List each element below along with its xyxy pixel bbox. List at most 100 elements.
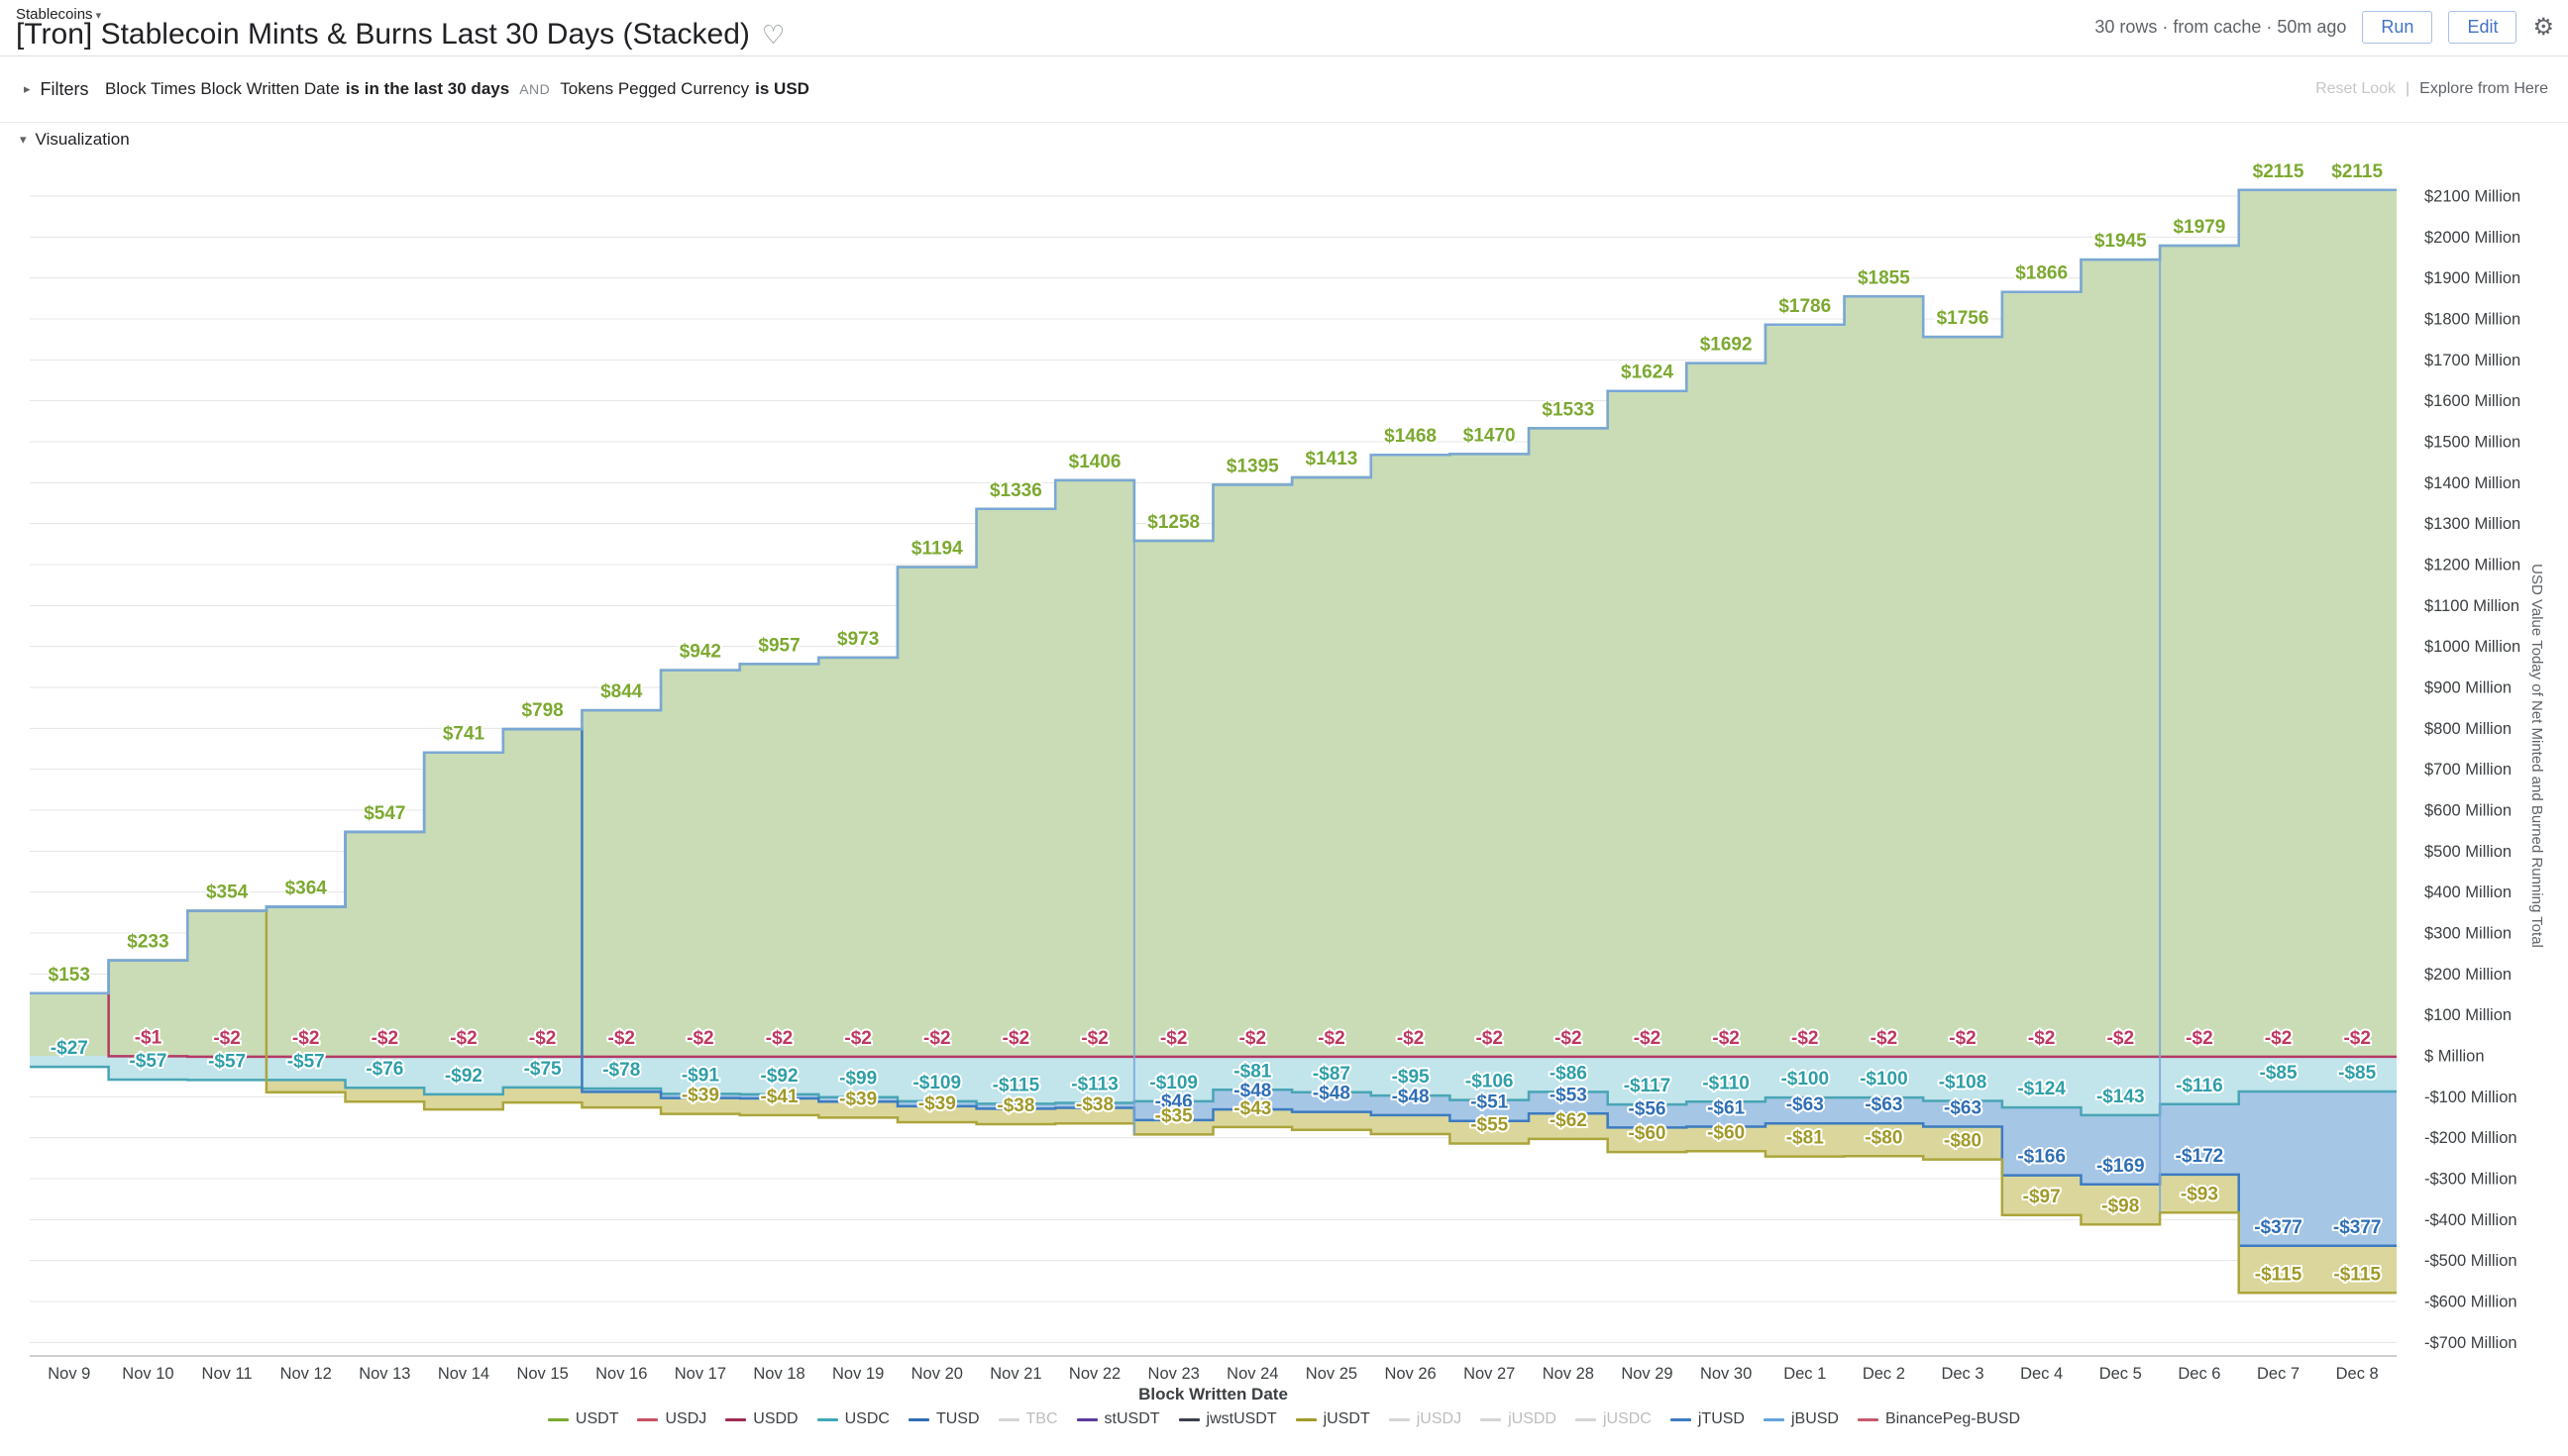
svg-text:$100 Million: $100 Million [2424, 1006, 2512, 1024]
value-label: $1786 [1778, 296, 1831, 317]
value-label: -$2 [1160, 1028, 1187, 1049]
favorite-heart-icon[interactable]: ♡ [761, 20, 786, 50]
explore-from-here-link[interactable]: Explore from Here [2419, 80, 2548, 97]
value-label: -$39 [839, 1089, 877, 1109]
legend-item-USDJ[interactable]: USDJ [637, 1410, 706, 1428]
area-USDC [30, 1055, 2397, 1115]
edit-button[interactable]: Edit [2448, 11, 2517, 44]
svg-text:$ Million: $ Million [2424, 1047, 2485, 1065]
value-label: -$38 [1076, 1094, 1114, 1115]
svg-text:$1200 Million: $1200 Million [2424, 556, 2520, 573]
legend-item-jUSDT[interactable]: jUSDT [1295, 1410, 1370, 1428]
svg-text:Dec 8: Dec 8 [2336, 1365, 2379, 1383]
breadcrumb[interactable]: Stablecoins ▾ [16, 6, 101, 23]
legend-item-jUSDC[interactable]: jUSDC [1574, 1410, 1652, 1428]
legend-item-jBUSD[interactable]: jBUSD [1763, 1410, 1839, 1428]
filter-condition-1: is in the last 30 days [345, 79, 510, 98]
legend-item-USDC[interactable]: USDC [816, 1410, 890, 1428]
svg-text:$1800 Million: $1800 Million [2424, 310, 2520, 328]
legend-item-stUSDT[interactable]: stUSDT [1076, 1410, 1160, 1428]
value-label: -$46 [1155, 1092, 1193, 1112]
legend-label: USDD [753, 1410, 799, 1427]
value-label: -$39 [682, 1086, 719, 1106]
value-label: -$80 [1944, 1131, 1981, 1152]
svg-text:$900 Million: $900 Million [2424, 678, 2512, 696]
legend-item-USDD[interactable]: USDD [725, 1410, 799, 1428]
svg-text:Dec 4: Dec 4 [2020, 1365, 2063, 1383]
filter-field-2: Tokens Pegged Currency [560, 79, 750, 98]
legend-label: jBUSD [1790, 1410, 1839, 1427]
svg-text:Nov 12: Nov 12 [280, 1365, 332, 1383]
value-label: $1258 [1147, 512, 1200, 533]
svg-text:Dec 3: Dec 3 [1941, 1365, 1983, 1383]
svg-text:Nov 30: Nov 30 [1700, 1365, 1752, 1383]
value-label: -$81 [1786, 1128, 1824, 1149]
run-button[interactable]: Run [2362, 11, 2433, 44]
legend-item-TUSD[interactable]: TUSD [908, 1410, 980, 1428]
value-label: $1395 [1227, 456, 1279, 476]
filters-label: Filters [40, 78, 89, 99]
breadcrumb-label: Stablecoins [16, 6, 93, 23]
legend-item-jUSDJ[interactable]: jUSDJ [1388, 1410, 1461, 1428]
value-label: -$116 [2176, 1076, 2223, 1096]
series-lines [30, 188, 2397, 1295]
legend-label: jwstUSDT [1206, 1410, 1277, 1427]
legend-marker [998, 1417, 1019, 1421]
plot-area[interactable] [30, 170, 2397, 1356]
legend-marker [1574, 1417, 1596, 1421]
value-label: -$35 [1155, 1105, 1193, 1126]
value-label: -$2 [1554, 1028, 1581, 1049]
visualization-section-toggle[interactable]: ▾ Visualization [20, 123, 130, 156]
value-label: -$85 [2338, 1063, 2376, 1084]
value-label: $1624 [1621, 363, 1673, 383]
value-label: $741 [443, 724, 485, 745]
value-label: $354 [206, 883, 249, 903]
legend-item-jUSDD[interactable]: jUSDD [1480, 1410, 1556, 1428]
value-label: -$172 [2176, 1146, 2224, 1167]
legend-item-jwstUSDT[interactable]: jwstUSDT [1178, 1410, 1277, 1428]
value-label: -$80 [1865, 1127, 1902, 1148]
svg-text:$1400 Million: $1400 Million [2424, 474, 2520, 492]
value-label: -$41 [761, 1087, 799, 1107]
filters-section-toggle[interactable]: ▸ Filters [24, 56, 89, 122]
svg-text:Nov 24: Nov 24 [1227, 1365, 1278, 1383]
svg-text:Nov 28: Nov 28 [1543, 1365, 1594, 1383]
value-label: -$48 [1233, 1081, 1271, 1101]
legend-marker [1669, 1417, 1691, 1421]
svg-text:$1600 Million: $1600 Million [2424, 392, 2520, 410]
legend-marker [1480, 1417, 1502, 1421]
value-label: -$92 [445, 1066, 482, 1087]
value-label: $844 [600, 681, 643, 702]
value-label: -$2 [529, 1028, 556, 1049]
value-label: -$2 [1397, 1028, 1424, 1049]
filters-bar: ▸ Filters Block Times Block Written Date… [0, 56, 2568, 123]
page-title: [Tron] Stablecoin Mints & Burns Last 30 … [16, 18, 750, 51]
value-label: -$27 [51, 1038, 88, 1059]
value-label: -$78 [602, 1060, 640, 1081]
legend-marker [1857, 1417, 1878, 1421]
value-label: -$2 [608, 1028, 635, 1049]
legend-label: USDC [844, 1410, 890, 1427]
svg-text:$300 Million: $300 Million [2424, 924, 2512, 942]
reset-look-link[interactable]: Reset Look [2315, 80, 2397, 97]
svg-text:Dec 6: Dec 6 [2178, 1365, 2220, 1383]
legend-item-jTUSD[interactable]: jTUSD [1669, 1410, 1745, 1428]
value-label: -$2 [292, 1028, 319, 1049]
legend-item-BinancePeg-BUSD[interactable]: BinancePeg-BUSD [1857, 1410, 2020, 1428]
legend-item-TBC[interactable]: TBC [998, 1410, 1058, 1428]
value-label: $1866 [2015, 263, 2068, 284]
legend-marker [1178, 1417, 1200, 1421]
svg-text:-$300 Million: -$300 Million [2424, 1170, 2517, 1188]
legend-item-USDT[interactable]: USDT [547, 1410, 619, 1428]
gear-icon[interactable]: ⚙ [2532, 14, 2554, 41]
svg-text:Nov 25: Nov 25 [1306, 1365, 1357, 1383]
svg-text:Nov 9: Nov 9 [48, 1365, 90, 1383]
zero-series-line [30, 188, 2397, 994]
svg-text:Nov 20: Nov 20 [911, 1365, 963, 1383]
svg-text:Nov 14: Nov 14 [438, 1365, 489, 1383]
legend-marker [1295, 1417, 1317, 1421]
svg-text:Nov 29: Nov 29 [1621, 1365, 1672, 1383]
value-label: -$63 [1786, 1094, 1824, 1115]
legend-label: USDT [575, 1410, 619, 1427]
